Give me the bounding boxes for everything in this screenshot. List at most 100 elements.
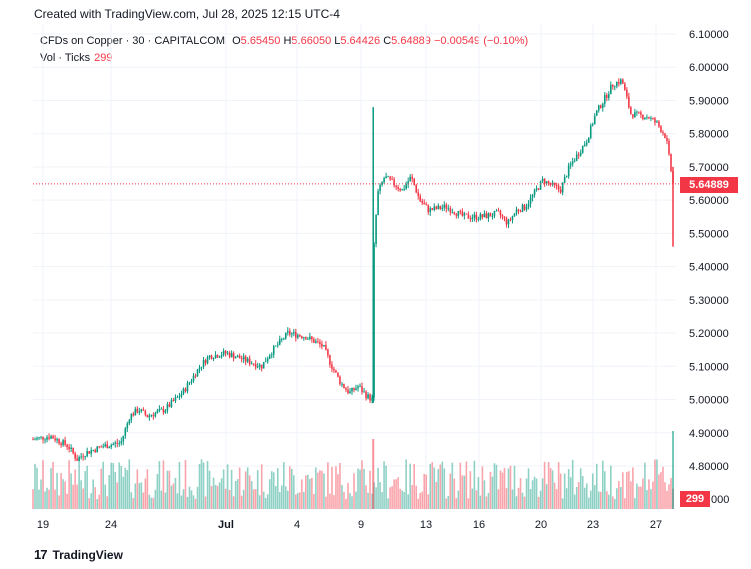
volume-bar bbox=[379, 482, 381, 509]
price-tick-label: 5.10000 bbox=[689, 361, 729, 373]
candle-body bbox=[128, 420, 131, 424]
candle-body bbox=[286, 331, 289, 333]
candle-body bbox=[459, 211, 462, 212]
volume-bar bbox=[571, 459, 574, 509]
volume-bar bbox=[603, 471, 606, 509]
candle-body bbox=[648, 117, 650, 119]
candle-body bbox=[92, 449, 94, 451]
volume-bar bbox=[299, 492, 301, 509]
volume-bar bbox=[487, 492, 490, 509]
candle-body bbox=[616, 81, 618, 87]
volume-bar bbox=[36, 467, 38, 509]
price-tick-label: 5.50000 bbox=[689, 228, 729, 240]
volume-bar bbox=[662, 466, 664, 509]
volume-bar bbox=[664, 482, 666, 509]
candle-body bbox=[463, 213, 466, 216]
candle-body bbox=[597, 105, 600, 111]
candle-body bbox=[347, 389, 349, 394]
candle-body bbox=[610, 84, 612, 95]
volume-bar bbox=[437, 468, 440, 509]
volume-bar bbox=[391, 486, 393, 509]
volume-bar bbox=[282, 462, 285, 509]
volume-bar bbox=[399, 488, 401, 509]
volume-bar bbox=[565, 488, 568, 509]
volume-bar bbox=[575, 486, 578, 509]
volume-bar bbox=[96, 498, 99, 509]
volume-bar bbox=[72, 484, 74, 509]
created-with-text: Created with TradingView.com, Jul 28, 20… bbox=[34, 7, 340, 21]
candle-body bbox=[531, 194, 534, 198]
candle-body bbox=[569, 163, 572, 166]
candle-body bbox=[126, 423, 129, 429]
volume-bar bbox=[112, 463, 115, 509]
candle-body bbox=[449, 208, 452, 213]
volume-legend-label[interactable]: Vol · Ticks bbox=[40, 52, 91, 64]
volume-bar bbox=[405, 459, 407, 509]
volume-bar bbox=[583, 487, 586, 509]
candle-body bbox=[305, 337, 307, 340]
candle-body bbox=[367, 394, 369, 399]
volume-bar bbox=[54, 489, 56, 509]
price-tick-label: 6.00000 bbox=[689, 62, 729, 74]
volume-bar bbox=[286, 490, 289, 509]
candle-body bbox=[644, 118, 646, 119]
candle-body bbox=[268, 355, 271, 359]
candle-body bbox=[461, 211, 464, 216]
candle-body bbox=[351, 387, 353, 392]
candle-body bbox=[246, 358, 249, 362]
volume-bar bbox=[493, 463, 496, 509]
symbol-title[interactable]: CFDs on Copper · 30 · CAPITALCOM bbox=[40, 35, 226, 47]
candle-body bbox=[385, 176, 387, 179]
volume-bar bbox=[529, 489, 532, 509]
time-tick-label: 19 bbox=[37, 519, 49, 531]
candle-body bbox=[345, 388, 347, 390]
volume-bar bbox=[401, 490, 403, 509]
volume-bar bbox=[126, 470, 129, 509]
candle-body bbox=[429, 208, 432, 213]
volume-bar bbox=[658, 474, 660, 509]
candle-body bbox=[415, 185, 417, 193]
candle-body bbox=[405, 184, 407, 189]
volume-bar bbox=[224, 488, 227, 509]
volume-bar bbox=[156, 473, 159, 509]
candle-body bbox=[166, 404, 169, 411]
volume-bar bbox=[52, 461, 54, 509]
volume-bar bbox=[451, 462, 454, 509]
candle-body bbox=[100, 446, 103, 448]
candle-body bbox=[491, 216, 494, 217]
candle-body bbox=[371, 397, 373, 401]
candle-body bbox=[216, 354, 219, 358]
candle-body bbox=[136, 408, 139, 413]
volume-bar bbox=[389, 487, 391, 509]
candle-body bbox=[228, 352, 231, 357]
candle-body bbox=[555, 184, 558, 187]
candle-body bbox=[523, 204, 526, 210]
volume-bar bbox=[525, 478, 528, 509]
volume-bar bbox=[232, 496, 235, 509]
volume-bar bbox=[467, 498, 470, 509]
volume-bar bbox=[56, 472, 58, 509]
candle-body bbox=[658, 121, 660, 127]
volume-bar bbox=[86, 465, 88, 509]
candle-body bbox=[260, 364, 263, 369]
volume-bar bbox=[457, 490, 460, 509]
candle-body bbox=[132, 413, 135, 416]
candle-body bbox=[244, 356, 247, 362]
candle-body bbox=[40, 436, 42, 438]
volume-bar bbox=[160, 490, 163, 509]
volume-bar bbox=[272, 472, 275, 509]
candle-body bbox=[393, 179, 395, 186]
candle-body bbox=[525, 207, 528, 210]
candle-body bbox=[42, 436, 44, 440]
candle-body bbox=[437, 205, 440, 209]
volume-bar bbox=[234, 480, 237, 509]
candle-body bbox=[333, 368, 335, 371]
volume-bar bbox=[593, 485, 596, 509]
volume-bar bbox=[58, 495, 60, 509]
volume-bar bbox=[367, 492, 369, 509]
candle-body bbox=[535, 188, 538, 190]
volume-bar bbox=[595, 463, 598, 509]
candle-body bbox=[122, 435, 125, 442]
candle-body bbox=[341, 384, 343, 385]
